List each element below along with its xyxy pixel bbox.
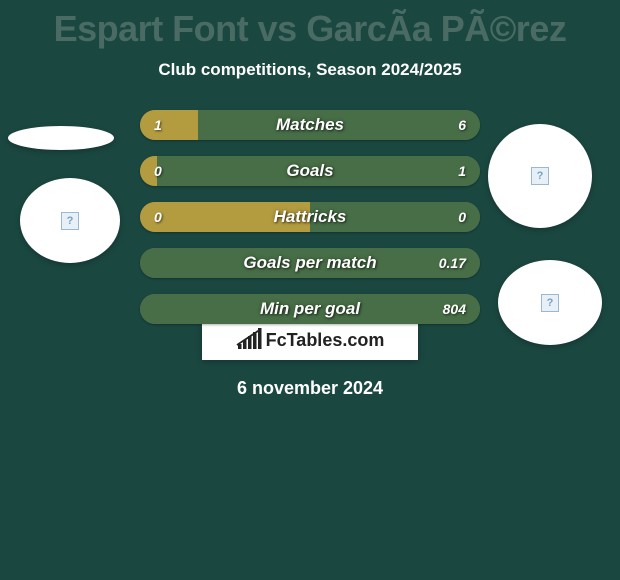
missing-image-icon: ?: [531, 167, 549, 185]
bar-left-value: 0: [154, 209, 162, 225]
bar-row: Min per goal804: [140, 294, 480, 324]
avatar-placeholder: ?: [498, 260, 602, 345]
avatar-placeholder: ?: [488, 124, 592, 228]
bar-label: Goals: [140, 161, 480, 181]
bar-label: Min per goal: [140, 299, 480, 319]
bar-row: Goals per match0.17: [140, 248, 480, 278]
missing-image-icon: ?: [541, 294, 559, 312]
page-title: Espart Font vs GarcÃa PÃ©rez: [0, 0, 620, 50]
bar-row: Goals0 1: [140, 156, 480, 186]
bar-left-value: 0: [154, 163, 162, 179]
avatar-placeholder: [8, 126, 114, 150]
bar-right-value: 0: [458, 209, 466, 225]
bar-label: Matches: [140, 115, 480, 135]
missing-image-icon: ?: [61, 212, 79, 230]
subtitle: Club competitions, Season 2024/2025: [0, 60, 620, 80]
bar-right-value: 804: [443, 301, 466, 317]
bar-row: Matches1 6: [140, 110, 480, 140]
bar-right-value: 6: [458, 117, 466, 133]
date-text: 6 november 2024: [0, 378, 620, 399]
bar-right-value: 1: [458, 163, 466, 179]
avatar-placeholder: ?: [20, 178, 120, 263]
bar-group: Matches16Goals01Hattricks00Goals per mat…: [140, 110, 480, 340]
bar-label: Goals per match: [140, 253, 480, 273]
bar-right-value: 0.17: [439, 255, 466, 271]
bar-row: Hattricks0 0: [140, 202, 480, 232]
bar-left-value: 1: [154, 117, 162, 133]
bar-label: Hattricks: [140, 207, 480, 227]
